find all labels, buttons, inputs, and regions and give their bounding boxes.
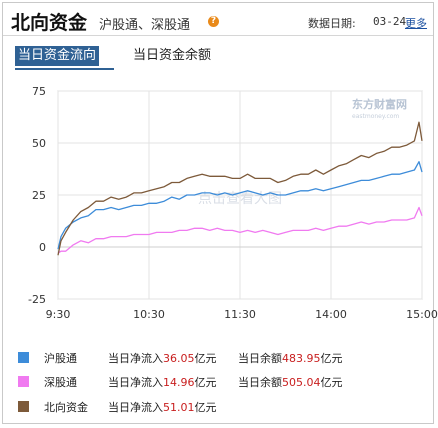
legend-row-north: 北向资金 当日净流入51.01亿元: [0, 397, 438, 417]
x-tick-label: 14:00: [315, 308, 347, 321]
flow-label: 当日净流入: [108, 352, 163, 365]
legend-name-sz: 深股通: [44, 376, 77, 389]
balance-unit: 亿元: [320, 376, 343, 389]
tab-daily-flow[interactable]: 当日资金流向: [15, 46, 100, 66]
legend-name-north: 北向资金: [44, 401, 88, 414]
x-tick-label: 9:30: [46, 308, 71, 321]
legend-balance-sz: 当日余额505.04亿元: [238, 374, 343, 390]
site-watermark: eastmoney.com: [352, 113, 399, 120]
legend-swatch-north: [18, 401, 29, 412]
flow-unit: 亿元: [194, 376, 217, 389]
balance-value: 483.95: [282, 352, 321, 365]
north-flow-panel: 北向资金 沪股通、深股通 ? 数据日期: 03-24 更多: [2, 2, 434, 424]
date-value: 03-24: [373, 15, 407, 28]
flow-unit: 亿元: [194, 401, 217, 414]
flow-line-chart: 75 50 25 0 -25 9:30 10:30 11:30 14:00 15:00 东方财富…: [28, 85, 438, 321]
more-link[interactable]: 更多: [405, 17, 427, 30]
y-tick-label: 0: [39, 241, 46, 254]
series-line-2: [57, 121, 423, 256]
brand-watermark: 东方财富网: [352, 97, 407, 111]
flow-label: 当日净流入: [108, 401, 163, 414]
balance-label: 当日余额: [238, 352, 282, 365]
flow-label: 当日净流入: [108, 376, 163, 389]
help-icon[interactable]: ?: [208, 16, 219, 27]
legend-flow-north: 当日净流入51.01亿元: [108, 399, 217, 415]
legend-flow-sz: 当日净流入14.96亿元: [108, 374, 217, 390]
panel-header: 北向资金 沪股通、深股通 ? 数据日期: 03-24 更多: [3, 3, 433, 36]
balance-unit: 亿元: [320, 352, 343, 365]
flow-unit: 亿元: [194, 352, 217, 365]
x-tick-label: 10:30: [133, 308, 165, 321]
legend-flow-sh: 当日净流入36.05亿元: [108, 350, 217, 366]
legend-row-sh: 沪股通 当日净流入36.05亿元 当日余额483.95亿元: [0, 348, 438, 368]
balance-label: 当日余额: [238, 376, 282, 389]
chart-grid: [57, 90, 423, 300]
active-tab-underline: [15, 68, 114, 70]
y-tick-label: 50: [32, 137, 46, 150]
balance-value: 505.04: [282, 376, 321, 389]
flow-value: 51.01: [163, 401, 195, 414]
y-tick-label: -25: [28, 293, 46, 306]
x-tick-label: 15:00: [406, 308, 438, 321]
flow-value: 14.96: [163, 376, 195, 389]
x-tick-label: 11:30: [224, 308, 256, 321]
legend-swatch-sz: [18, 376, 29, 387]
legend-balance-sh: 当日余额483.95亿元: [238, 350, 343, 366]
y-tick-label: 75: [32, 85, 46, 98]
tab-daily-balance[interactable]: 当日资金余额: [133, 48, 212, 63]
series-line-0: [57, 161, 423, 250]
x-axis-ticks: 9:30 10:30 11:30 14:00 15:00: [46, 308, 438, 321]
legend-row-sz: 深股通 当日净流入14.96亿元 当日余额505.04亿元: [0, 372, 438, 392]
panel-subtitle: 沪股通、深股通: [99, 18, 191, 33]
panel-title: 北向资金: [11, 12, 88, 34]
flow-value: 36.05: [163, 352, 195, 365]
y-axis-ticks: 75 50 25 0 -25: [28, 85, 46, 306]
date-label: 数据日期:: [308, 17, 356, 30]
legend-name-sh: 沪股通: [44, 352, 77, 365]
series-line-1: [57, 206, 423, 254]
legend-swatch-sh: [18, 352, 29, 363]
y-tick-label: 25: [32, 189, 46, 202]
series-lines: [57, 121, 423, 256]
